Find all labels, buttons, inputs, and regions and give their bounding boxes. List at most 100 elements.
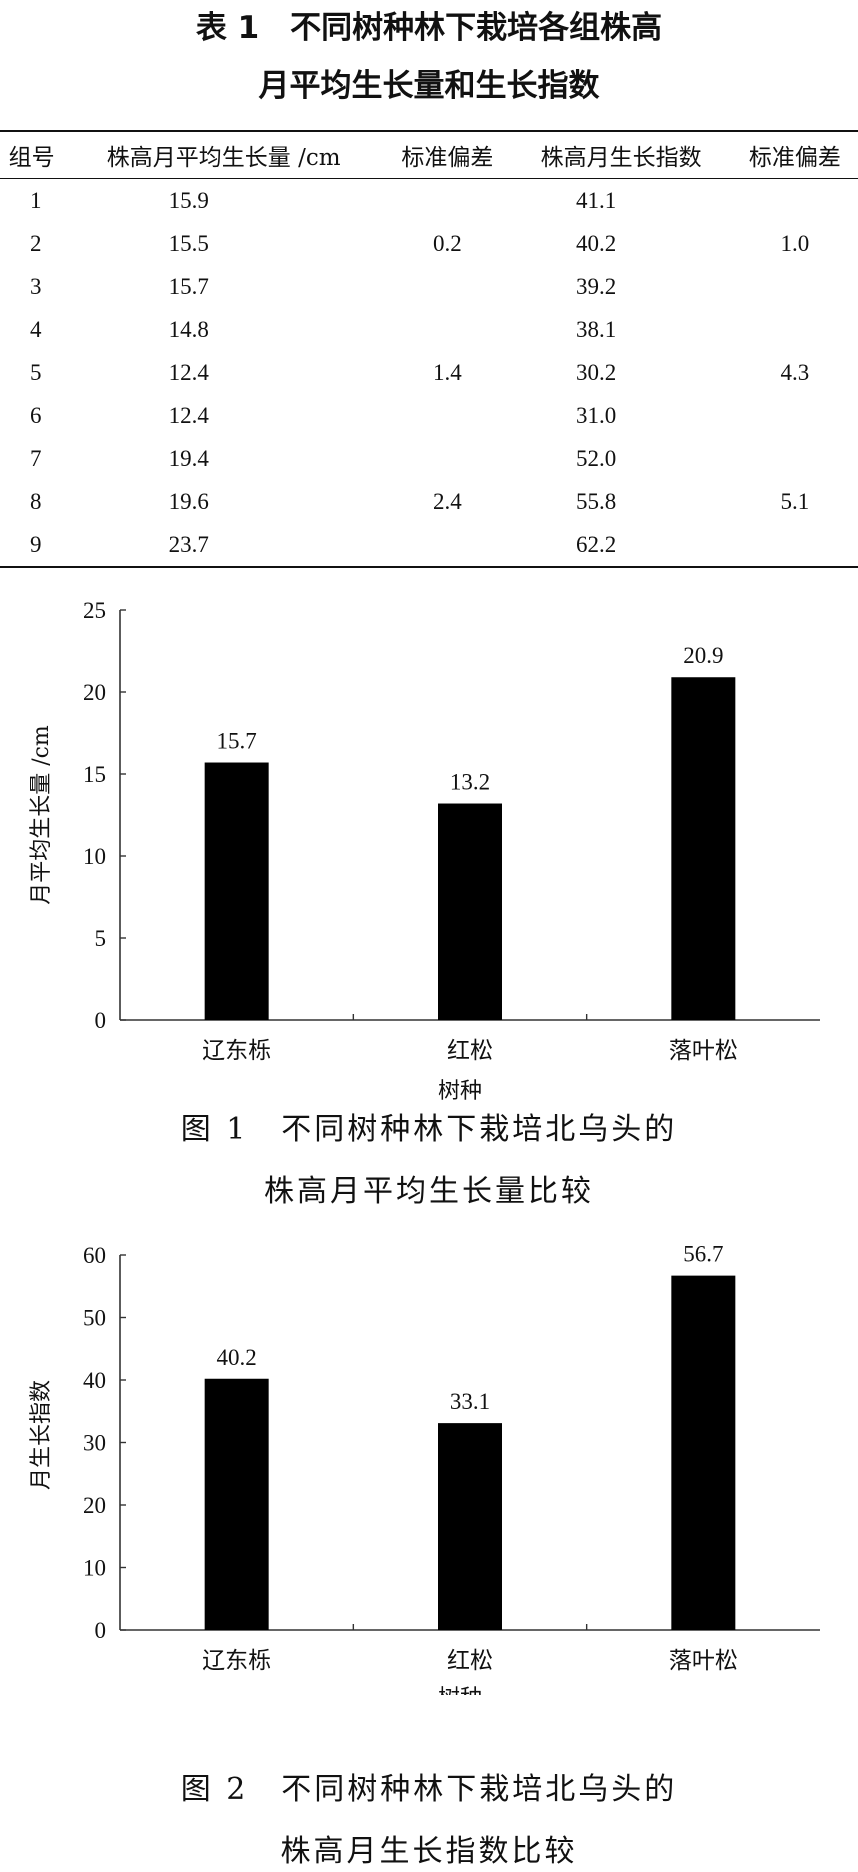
bar [671,1275,736,1630]
group-id-cell: 8 [30,488,42,514]
std-dev-2-cell [732,437,858,480]
growth-index-cell: 31.0 [575,402,617,428]
std-dev-2-cell: 5.1 [780,488,810,514]
std-dev-1-cell [384,179,510,223]
header-std-dev-1: 标准偏差 [384,130,511,179]
table-title-line2: 月平均生长量和生长指数 [258,68,600,104]
y-tick-label: 10 [83,1556,106,1581]
y-tick-label: 0 [95,1008,107,1033]
group-id-cell: 1 [30,187,42,213]
height-growth-cell: 19.4 [168,445,209,471]
bar [671,677,736,1020]
group-id-cell: 9 [0,523,64,568]
bar-value-label: 56.7 [683,1242,723,1267]
group-id-cell: 4 [30,316,42,342]
height-growth-cell: 15.7 [168,273,209,299]
bar-value-label: 40.2 [217,1345,257,1370]
y-tick-label: 10 [83,844,106,869]
y-tick-label: 5 [95,926,107,951]
height-growth-cell: 23.7 [63,523,385,568]
x-category-label: 辽东栎 [202,1648,271,1674]
std-dev-1-cell: 1.4 [433,359,462,385]
growth-index-cell: 55.8 [575,488,617,514]
std-dev-1-cell [384,523,511,568]
std-dev-2-cell: 4.3 [780,359,810,385]
std-dev-1-cell [384,394,510,437]
table-row: 8 19.6 2.4 55.8 5.1 [0,480,858,523]
figure2-caption-line2: 株高月生长指数比较 [280,1834,578,1869]
table-row: 4 14.8 38.1 [0,308,858,351]
bar-value-label: 33.1 [450,1389,490,1414]
figure2-caption-line1: 图 2 不同树种林下栽培北乌头的 [180,1772,678,1807]
group-id-cell: 5 [30,359,42,385]
x-category-label: 红松 [447,1038,493,1064]
group-id-cell: 2 [30,230,42,256]
height-growth-chart: 0 5 10 15 20 25 15.7 辽东栎 13.2 红松 20.9 落叶松 树种 月平均生长量 /… [0,590,858,1110]
std-dev-1-cell [384,308,510,351]
figure1-caption-line2: 株高月平均生长量比较 [264,1174,594,1209]
y-axis-title: 月平均生长量 /cm [29,725,54,905]
header-std-dev-2: 标准偏差 [731,130,858,179]
table-row: 3 15.7 39.2 [0,265,858,308]
growth-index-cell: 62.2 [510,523,732,568]
y-tick-label: 30 [83,1431,106,1456]
bar [204,1378,269,1630]
header-height-growth: 株高月平均生长量 /cm [63,130,385,179]
y-tick-label: 40 [83,1368,106,1393]
bar-value-label: 15.7 [217,729,257,754]
growth-index-cell: 52.0 [575,445,617,471]
table-row: 5 12.4 1.4 30.2 4.3 [0,351,858,394]
figure1-caption-line1: 图 1 不同树种林下栽培北乌头的 [180,1112,678,1147]
height-growth-cell: 12.4 [168,359,209,385]
growth-index-cell: 30.2 [575,359,617,385]
table-row: 2 15.5 0.2 40.2 1.0 [0,222,858,265]
y-tick-label: 0 [95,1618,107,1643]
table-row: 1 15.9 41.1 [0,179,858,223]
y-tick-label: 50 [83,1306,106,1331]
header-growth-index: 株高月生长指数 [510,130,732,179]
growth-index-cell: 41.1 [575,187,617,213]
table-header-row: 组号 株高月平均生长量 /cm 标准偏差 株高月生长指数 标准偏差 [0,130,858,179]
std-dev-2-cell: 1.0 [780,230,810,256]
y-tick-label: 60 [83,1243,106,1268]
std-dev-2-cell [732,265,858,308]
table-title-line1: 表 1 不同树种林下栽培各组株高 [195,10,663,46]
y-tick-label: 15 [83,762,106,787]
x-category-label: 落叶松 [669,1038,738,1064]
x-category-label: 落叶松 [669,1648,738,1674]
group-id-cell: 3 [30,273,42,299]
table-row: 6 12.4 31.0 [0,394,858,437]
std-dev-1-cell: 0.2 [433,230,462,256]
bar [204,762,269,1020]
x-category-label: 红松 [447,1648,493,1674]
height-growth-cell: 19.6 [168,488,209,514]
bar [438,1423,502,1630]
growth-index-cell: 38.1 [575,316,617,342]
height-growth-cell: 15.9 [168,187,209,213]
std-dev-2-cell [732,179,858,223]
bar-value-label: 13.2 [450,770,490,795]
std-dev-1-cell [384,265,510,308]
table-row: 7 19.4 52.0 [0,437,858,480]
std-dev-2-cell [732,308,858,351]
growth-index-cell: 39.2 [575,273,617,299]
y-tick-label: 20 [83,680,106,705]
height-growth-cell: 15.5 [168,230,209,256]
bar-value-label: 20.9 [683,643,723,668]
std-dev-1-cell [384,437,510,480]
height-growth-cell: 14.8 [168,316,209,342]
y-tick-label: 20 [83,1493,106,1518]
header-group-id: 组号 [0,130,64,179]
growth-table: 组号 株高月平均生长量 /cm 标准偏差 株高月生长指数 标准偏差 1 15.9 4… [0,130,858,568]
x-axis-title: 树种 [438,1079,482,1104]
bar [438,803,502,1020]
y-tick-label: 25 [83,598,106,623]
x-axis-title: 树种 [438,1686,482,1695]
std-dev-2-cell [732,394,858,437]
group-id-cell: 7 [30,445,42,471]
table-row: 9 23.7 62.2 [0,523,858,568]
group-id-cell: 6 [30,402,42,428]
